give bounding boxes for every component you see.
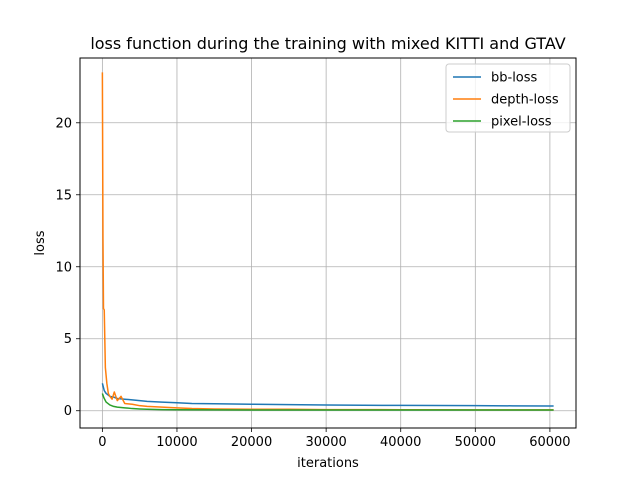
legend-label-depth-loss: depth-loss [491, 93, 559, 108]
x-tick-label: 30000 [305, 435, 346, 450]
x-axis-label: iterations [297, 456, 359, 471]
axis-ticks: 0 10000 20000 30000 40000 50000 60000 0 5 10 15 20 [55, 116, 570, 450]
legend-label-pixel-loss: pixel-loss [491, 115, 552, 130]
y-tick-label: 0 [64, 404, 72, 419]
legend-box [445, 63, 571, 133]
y-tick-label: 5 [64, 332, 72, 347]
x-tick-label: 10000 [156, 435, 197, 450]
plot-area-frame [79, 57, 577, 429]
x-tick-label: 60000 [529, 435, 570, 450]
grid [80, 58, 576, 428]
series-lines [101, 72, 554, 411]
y-tick-label: 10 [55, 260, 72, 275]
y-axis-label: loss [33, 230, 48, 255]
y-tick-label: 20 [55, 116, 72, 131]
chart-title: loss function during the training with m… [90, 34, 565, 53]
legend-label-bb-loss: bb-loss [491, 71, 538, 86]
x-tick-label: 40000 [380, 435, 421, 450]
x-tick-label: 50000 [455, 435, 496, 450]
x-tick-label: 0 [98, 435, 106, 450]
x-tick-label: 20000 [231, 435, 272, 450]
y-tick-label: 15 [55, 188, 72, 203]
legend: bb-loss depth-loss pixel-loss [445, 63, 571, 133]
series-line-pixel-loss [101, 393, 554, 411]
